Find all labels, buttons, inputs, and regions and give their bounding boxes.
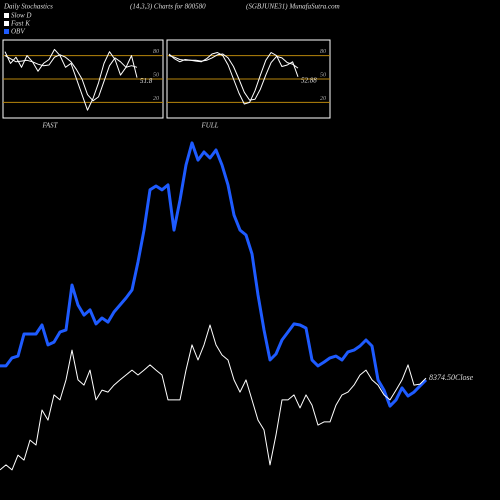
annotation: 8374.50Close: [429, 373, 474, 382]
legend-swatch: [4, 13, 9, 18]
y-tick-label: 20: [320, 96, 326, 102]
y-tick-label: 50: [320, 72, 326, 78]
header-site: (SGBJUNE31) MunafaSutra.com: [246, 3, 340, 11]
annotation: 51.8: [140, 77, 153, 85]
legend-swatch: [4, 21, 9, 26]
y-tick-label: 20: [153, 96, 159, 102]
price-line: [0, 324, 427, 471]
annotation: 52.88: [301, 76, 317, 84]
stochastic-line: [4, 48, 138, 111]
legend-label: Fast K: [10, 20, 30, 28]
panel-title: FULL: [200, 122, 218, 130]
y-tick-label: 80: [153, 49, 159, 55]
legend-label: Slow D: [11, 12, 31, 20]
stochastic-line: [4, 54, 138, 102]
header-subtitle: (14,3,3) Charts for 800580: [130, 3, 206, 11]
legend-swatch: [4, 29, 9, 34]
header-title: Daily Stochastics: [3, 3, 53, 11]
y-tick-label: 50: [153, 72, 159, 78]
obv-line: [0, 141, 428, 408]
stochastic-line: [168, 52, 299, 105]
legend-label: OBV: [11, 28, 25, 36]
y-tick-label: 80: [320, 49, 326, 55]
panel-title: FAST: [41, 122, 58, 130]
